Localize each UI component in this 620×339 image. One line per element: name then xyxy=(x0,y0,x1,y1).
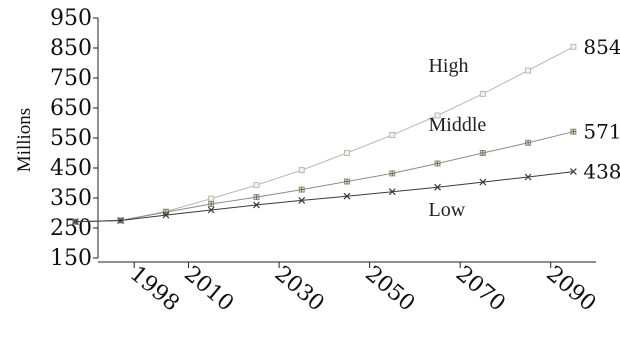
data-point-middle xyxy=(253,194,260,201)
data-point-low xyxy=(117,217,125,224)
series-layer xyxy=(71,43,577,226)
data-point-low xyxy=(479,178,487,186)
marker-square xyxy=(434,112,441,119)
series-name-low: Low xyxy=(428,199,465,221)
x-tick-label: 2070 xyxy=(451,261,510,316)
series-name-high: High xyxy=(428,55,468,77)
series-end-value-high: 854 xyxy=(583,35,620,59)
marker-x-b xyxy=(71,218,79,226)
data-point-low xyxy=(434,183,441,191)
marker-square xyxy=(344,150,350,156)
data-point-low xyxy=(569,168,577,176)
marker-square xyxy=(298,167,305,174)
data-point-low xyxy=(207,206,215,214)
data-point-high xyxy=(570,43,577,50)
series-name-middle: Middle xyxy=(428,114,486,136)
y-tick-label: 950 xyxy=(50,6,92,31)
data-point-middle xyxy=(208,201,215,207)
data-point-high xyxy=(208,195,215,202)
series-line-low xyxy=(75,171,574,223)
marker-square xyxy=(525,67,532,74)
data-point-high xyxy=(479,90,486,97)
x-tick-label: 2010 xyxy=(179,261,238,316)
data-point-middle xyxy=(525,139,532,146)
x-tick-label: 1998 xyxy=(125,261,184,316)
marker-square xyxy=(389,132,396,138)
marker-x-b xyxy=(253,201,260,209)
data-point-high xyxy=(434,112,441,119)
marker-x-b xyxy=(388,188,396,196)
y-tick-label: 150 xyxy=(50,246,92,271)
y-tick-label: 350 xyxy=(50,186,92,211)
marker-x-b xyxy=(434,183,441,191)
data-point-middle xyxy=(389,170,396,177)
series-line-high xyxy=(75,46,574,223)
data-point-low xyxy=(388,188,396,196)
y-tick-label: 250 xyxy=(50,216,92,241)
data-point-high xyxy=(389,132,396,138)
labels-layer: High 854 Middle 571 Low 438 xyxy=(428,35,620,221)
marker-x-b xyxy=(479,178,487,186)
marker-square xyxy=(208,195,215,202)
marker-x-b xyxy=(569,168,577,176)
x-tick-label: 2050 xyxy=(360,261,419,316)
data-point-low xyxy=(343,192,351,200)
data-point-high xyxy=(298,167,305,174)
marker-x-b xyxy=(298,196,306,204)
marker-x-b xyxy=(162,211,170,219)
marker-square xyxy=(253,182,260,189)
data-point-low xyxy=(524,173,532,181)
marker-square xyxy=(479,90,486,97)
x-tick-label: 2090 xyxy=(541,261,600,316)
data-point-high xyxy=(253,182,260,189)
y-tick-label: 650 xyxy=(50,96,92,121)
marker-square xyxy=(570,43,577,50)
data-point-high xyxy=(525,67,532,74)
marker-x-b xyxy=(207,206,215,214)
data-point-middle xyxy=(344,178,350,185)
data-point-low xyxy=(71,218,79,226)
y-tick-label: 450 xyxy=(50,156,92,181)
data-point-low xyxy=(162,211,170,219)
data-point-middle xyxy=(479,150,486,156)
series-end-value-middle: 571 xyxy=(583,120,620,144)
data-point-middle xyxy=(434,160,441,167)
marker-x-b xyxy=(524,173,532,181)
y-tick-label: 850 xyxy=(50,36,92,61)
data-point-middle xyxy=(298,186,305,193)
data-point-middle xyxy=(570,128,577,135)
y-tick-label: 750 xyxy=(50,66,92,91)
y-axis-title: Millions xyxy=(14,108,35,172)
data-point-low xyxy=(298,196,306,204)
axes xyxy=(97,18,596,263)
y-tick-label: 550 xyxy=(50,126,92,151)
data-point-high xyxy=(344,150,350,156)
data-point-low xyxy=(253,201,260,209)
marker-x-b xyxy=(343,192,351,200)
marker-x-b xyxy=(117,217,125,224)
x-tick-label: 2030 xyxy=(270,261,329,316)
series-end-value-low: 438 xyxy=(583,160,620,184)
series-line-middle xyxy=(75,131,574,223)
y-ticks: 150 250 350 450 550 650 750 850 950 xyxy=(50,6,98,271)
